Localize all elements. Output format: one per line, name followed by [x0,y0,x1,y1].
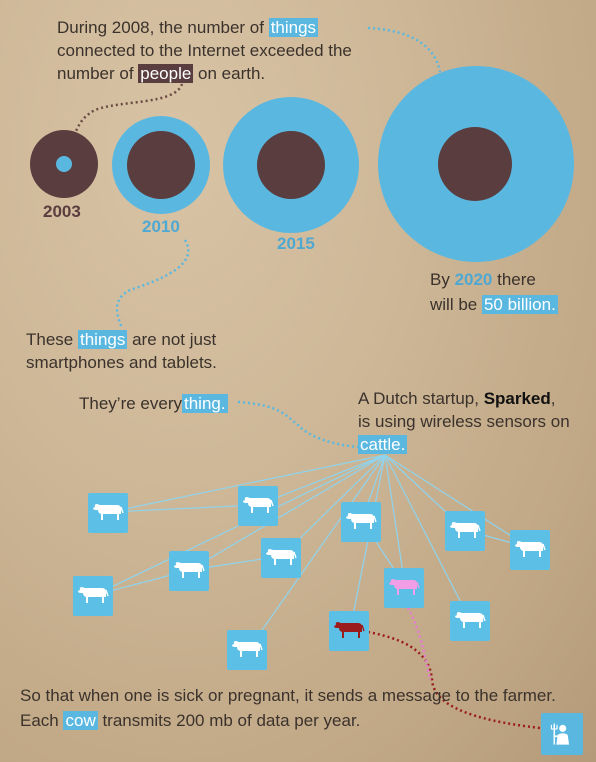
bubble-2020-people [438,127,512,201]
dutch-post: , [550,389,556,408]
dotted-path-pregnant [406,607,432,681]
cow-icon [91,499,125,528]
cow-tile [450,601,490,641]
things-not-text: These things are not just smartphones an… [26,328,286,374]
dotted-path-thing [237,400,359,449]
everything-text: They’re every thing. [79,392,228,415]
intro-line3-end: on earth. [193,64,266,83]
cow-icon [344,508,378,537]
cow-icon [513,536,547,565]
cow-tile [73,576,113,616]
thing-highlight: thing. [181,394,228,413]
things-not-post: are not just [127,330,217,349]
cow-tile [169,551,209,591]
bubble-2010-people [127,131,195,199]
cow-icon [172,557,206,586]
cow-tile [445,511,485,551]
by-2020-post: there [492,270,536,289]
dotted-path-things [367,26,442,73]
cow-tile-sick [329,611,369,651]
dotted-path-sick [367,630,541,730]
cow-icon [230,636,264,665]
cow-tile [341,502,381,542]
cow-icon [387,574,421,603]
cow-icon [76,582,110,611]
cow-tile-pregnant [384,568,424,608]
cattle-highlight: cattle. [358,435,408,454]
year-2003: 2003 [43,202,81,221]
bottom-text: So that when one is sick or pregnant, it… [20,684,590,732]
bubble-2003-things [56,156,72,172]
by-2020-line2: will be [430,295,482,314]
cow-icon [453,607,487,636]
things-not-line2: smartphones and tablets. [26,353,217,372]
year-2015: 2015 [277,234,315,253]
by-2020-pre: By [430,270,455,289]
dutch-startup-text: A Dutch startup, Sparked, is using wirel… [358,387,588,456]
cow-icon [241,492,275,521]
cow-tile [227,630,267,670]
cow-tile [261,538,301,578]
things-not-pre: These [26,330,78,349]
things-highlight: things [268,18,319,37]
bottom-line2-post: transmits 200 mb of data per year. [97,711,361,730]
dutch-pre: A Dutch startup, [358,389,484,408]
bottom-line1: So that when one is sick or pregnant, it… [20,686,556,705]
people-highlight: people [138,64,194,83]
intro-line3: number of [57,64,139,83]
cow-tile [88,493,128,533]
farmer-tile [541,713,583,755]
fifty-billion-highlight: 50 billion. [481,295,558,314]
cow-tile [510,530,550,570]
intro-line2: connected to the Internet exceeded the [57,41,352,60]
cow-icon [448,517,482,546]
intro-text: During 2008, the number of things connec… [57,16,397,85]
everything-pre: They’re every [79,394,182,413]
intro-line1: During 2008, the number of [57,18,269,37]
dutch-line2: is using wireless sensors on [358,412,570,431]
cow-highlight: cow [63,711,98,730]
cow-icon [264,544,298,573]
cow-icon [332,617,366,646]
year-2010: 2010 [142,217,180,236]
bottom-line2-pre: Each [20,711,64,730]
dotted-path-2010 [115,239,190,329]
things-highlight-2: things [77,330,128,349]
by-2020-text: By 2020 there will be 50 billion. [430,268,590,316]
farmer-icon [550,723,570,745]
bubble-2015-people [257,131,325,199]
sparked-name: Sparked [483,389,551,408]
year-2020: 2020 [454,270,493,289]
cow-tile [238,486,278,526]
